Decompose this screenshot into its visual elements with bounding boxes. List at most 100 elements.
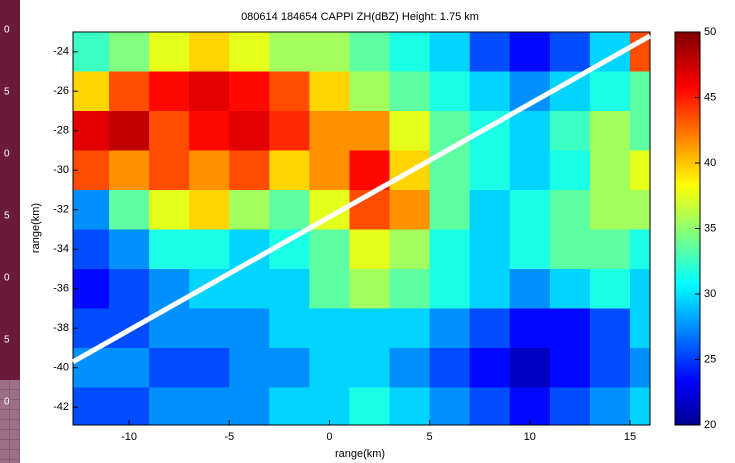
cell [73,268,110,309]
cell [149,71,190,112]
y-tick-label: -32 [53,204,69,216]
cell [269,347,310,388]
cell [149,387,190,425]
x-tick-label: 15 [624,431,636,443]
cell [269,268,310,309]
cell [349,308,391,349]
cell [589,150,631,191]
cell [73,32,110,72]
x-tick-label: 0 [326,431,332,443]
cell [589,347,631,388]
cell [469,229,511,270]
colorbar-tick-label: 30 [704,288,716,300]
cell [229,189,270,230]
cell [469,268,511,309]
cell [109,229,150,270]
cell [429,229,471,270]
cell [429,268,471,309]
cell [629,150,650,191]
colorbar-tick-label: 40 [704,157,716,169]
y-tick-label: -38 [53,322,69,334]
cell [549,229,591,270]
cell [149,150,190,191]
cell [229,150,270,191]
cell [629,110,650,151]
cell [349,110,391,151]
cell [349,387,391,425]
cell [109,71,150,112]
cross-section-line [71,33,652,364]
cell [629,229,650,270]
cell [509,150,551,191]
left-panel: 0 5 0 5 0 5 0 [0,0,20,463]
y-axis-label: range(km) [30,203,42,253]
cell [389,189,431,230]
side-label: 0 [4,149,10,160]
cell [549,347,591,388]
cell [429,387,471,425]
cell [469,150,511,191]
cell [469,32,511,72]
cell [149,229,190,270]
cell [229,71,270,112]
cell [269,308,310,349]
cell [309,110,350,151]
x-tick-label: 10 [524,431,536,443]
cell [189,229,230,270]
cell [309,71,350,112]
y-tick-label: -30 [53,164,69,176]
y-tick-label: -34 [53,243,69,255]
cell [229,387,270,425]
x-tick-label: -10 [121,431,137,443]
cell [389,308,431,349]
cell [509,268,551,309]
cell [589,71,631,112]
cell [429,32,471,72]
cell [189,387,230,425]
cell [549,110,591,151]
cell [269,110,310,151]
cell [149,347,190,388]
cell [109,32,150,72]
cell [429,110,471,151]
cell [309,150,350,191]
y-tick-label: -40 [53,362,69,374]
colorbar-tick-label: 25 [704,353,716,365]
y-tick-label: -42 [53,401,69,413]
cell [589,308,631,349]
colorbar-tick-label: 45 [704,91,716,103]
cell [229,308,270,349]
y-tick-label: -24 [53,46,69,58]
cell [469,308,511,349]
cell [389,347,431,388]
cell [189,150,230,191]
cell [469,387,511,425]
cell [73,347,110,388]
cell [229,268,270,309]
cell [229,32,270,72]
x-tick-label: -5 [224,431,234,443]
cell [349,268,391,309]
cell [589,387,631,425]
cell [189,32,230,72]
cell [73,189,110,230]
cell [109,150,150,191]
cell [189,71,230,112]
y-tick-label: -26 [53,85,69,97]
colorbar-tick-label: 35 [704,222,716,234]
cell [73,229,110,270]
side-label: 0 [4,25,10,36]
cell [629,308,650,349]
cell [309,268,350,309]
cell [509,308,551,349]
cell [509,347,551,388]
cell [73,110,110,151]
cell [509,110,551,151]
x-tick-label: 5 [427,431,433,443]
cell [269,189,310,230]
cell [469,189,511,230]
cell [389,71,431,112]
left-panel-pattern [0,380,20,463]
cell [629,189,650,230]
